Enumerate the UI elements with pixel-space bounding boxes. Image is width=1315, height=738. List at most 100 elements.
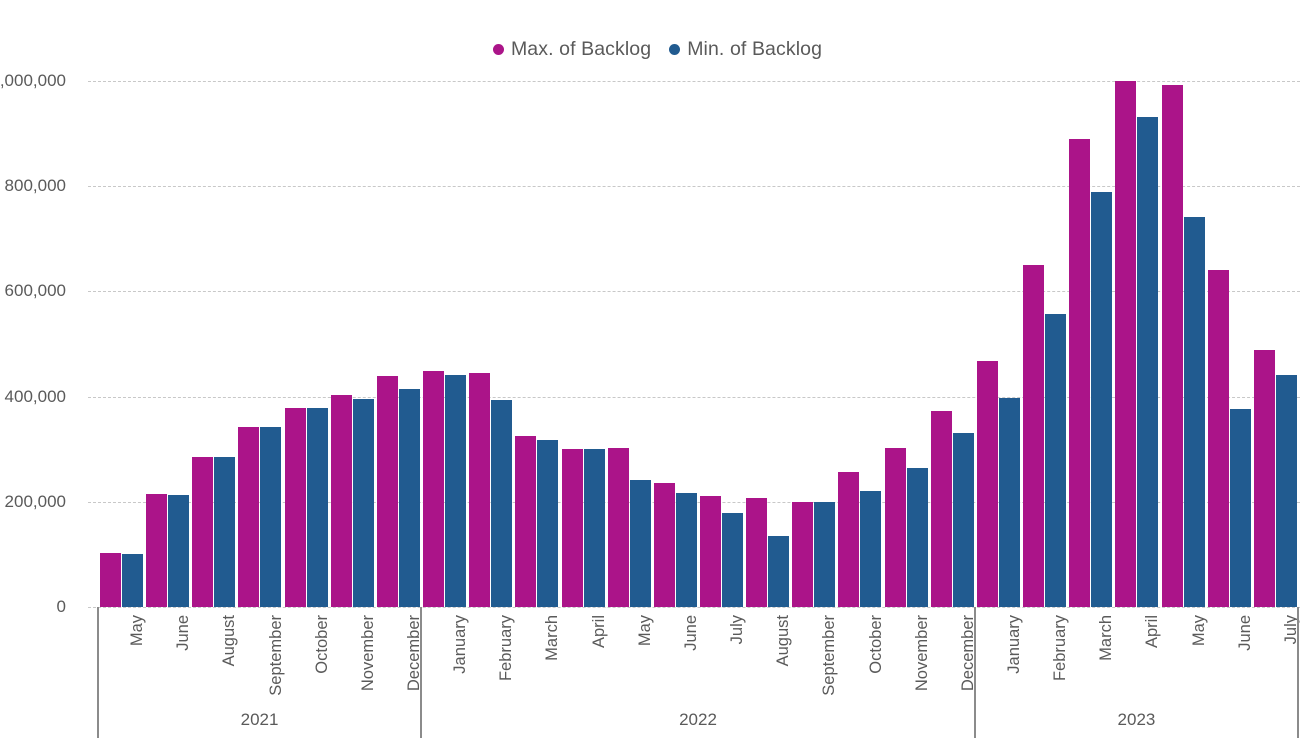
bar-group <box>560 81 606 607</box>
bar-min[interactable] <box>675 492 697 607</box>
bar-group <box>1206 81 1252 607</box>
x-axis-month-label: May <box>128 615 147 647</box>
bar-max[interactable] <box>192 457 214 607</box>
bar-group <box>421 81 467 607</box>
bar-group <box>467 81 513 607</box>
x-axis-month-label: January <box>1005 615 1023 674</box>
x-axis-month-label: October <box>312 615 331 674</box>
x-axis-month-label: May <box>1189 615 1208 647</box>
gridline <box>88 396 1300 398</box>
bar-max[interactable] <box>1253 349 1275 607</box>
bar-group <box>283 81 329 607</box>
bar-group <box>698 81 744 607</box>
bar-max[interactable] <box>376 375 398 607</box>
legend-swatch-icon <box>669 43 681 55</box>
chart-legend: Max. of Backlog Min. of Backlog <box>0 33 1315 65</box>
bar-group <box>790 81 836 607</box>
bar-max[interactable] <box>469 372 491 607</box>
bar-min[interactable] <box>1275 374 1297 607</box>
bar-min[interactable] <box>768 536 790 607</box>
x-axis-month-label: September <box>820 615 839 696</box>
x-axis-month-label: November <box>358 615 377 692</box>
x-axis-month-label: March <box>1097 615 1116 661</box>
bar-group <box>513 81 559 607</box>
bar-group <box>606 81 652 607</box>
bar-min[interactable] <box>1045 313 1067 607</box>
x-axis-year-label: 2023 <box>1117 710 1156 729</box>
bar-max[interactable] <box>515 436 537 607</box>
bar-min[interactable] <box>214 457 236 607</box>
bar-max[interactable] <box>930 410 952 607</box>
bar-max[interactable] <box>423 371 445 607</box>
bar-group <box>1252 81 1298 607</box>
gridline <box>88 291 1300 293</box>
year-separator <box>1297 607 1299 738</box>
x-axis-month-label: April <box>1143 615 1162 649</box>
legend-item-min[interactable]: Min. of Backlog <box>669 38 822 61</box>
bar-max[interactable] <box>100 552 121 607</box>
bar-min[interactable] <box>998 398 1020 607</box>
bar-max[interactable] <box>561 448 583 607</box>
bar-max[interactable] <box>1069 138 1091 607</box>
bar-min[interactable] <box>1091 192 1113 607</box>
bar-max[interactable] <box>792 501 814 607</box>
x-axis-month-label: June <box>681 615 700 651</box>
bar-group <box>1113 81 1159 607</box>
bar-max[interactable] <box>284 408 306 607</box>
bar-min[interactable] <box>491 400 513 607</box>
bar-max[interactable] <box>1115 81 1137 607</box>
bar-max[interactable] <box>700 496 721 607</box>
bar-max[interactable] <box>653 482 675 607</box>
bar-min[interactable] <box>1137 117 1159 607</box>
bar-max[interactable] <box>1161 84 1183 607</box>
bar-max[interactable] <box>146 494 168 607</box>
bar-min[interactable] <box>583 449 605 607</box>
bar-max[interactable] <box>1207 269 1229 607</box>
bar-min[interactable] <box>722 513 743 607</box>
bar-min[interactable] <box>122 553 143 607</box>
legend-label: Max. of Backlog <box>510 37 652 60</box>
bar-max[interactable] <box>976 360 998 607</box>
bar-max[interactable] <box>238 427 260 607</box>
bar-min[interactable] <box>906 468 928 607</box>
bar-min[interactable] <box>952 432 974 607</box>
bar-max[interactable] <box>1023 265 1045 607</box>
x-axis-month-label: October <box>866 615 885 674</box>
x-axis-month-label: June <box>174 615 193 651</box>
bar-max[interactable] <box>330 394 352 607</box>
bar-min[interactable] <box>398 389 420 607</box>
gridline <box>88 186 1300 188</box>
x-axis-month-label: September <box>266 615 285 696</box>
bar-min[interactable] <box>814 501 836 607</box>
bar-min[interactable] <box>260 427 282 607</box>
bar-min[interactable] <box>1229 409 1251 607</box>
bar-min[interactable] <box>352 398 374 607</box>
bar-min[interactable] <box>537 440 559 607</box>
bar-max[interactable] <box>607 448 629 607</box>
bar-group <box>1160 81 1206 607</box>
bar-min[interactable] <box>445 375 467 607</box>
y-axis-tick-label: 600,000 <box>4 281 66 301</box>
plot-area: 0 200,000 400,000 600,000 800,000 1,000,000 <box>0 71 1300 616</box>
x-axis-year-label: 2022 <box>679 710 717 729</box>
y-axis-tick-label: 800,000 <box>4 176 66 196</box>
bar-max[interactable] <box>746 497 768 607</box>
y-axis-tick-label: 0 <box>56 597 66 616</box>
x-axis-month-label: June <box>1235 615 1254 651</box>
bar-min[interactable] <box>168 494 190 607</box>
bar-group <box>98 81 144 607</box>
x-axis-month-label: July <box>728 615 747 645</box>
bar-min[interactable] <box>1183 217 1205 607</box>
bar-group <box>836 81 882 607</box>
bar-min[interactable] <box>306 408 328 607</box>
bar-max[interactable] <box>884 447 906 607</box>
legend-swatch-icon <box>492 43 504 55</box>
bar-group <box>975 81 1021 607</box>
bar-max[interactable] <box>838 471 860 607</box>
bar-min[interactable] <box>860 491 882 607</box>
x-axis-month-label: February <box>1051 615 1070 682</box>
legend-item-max[interactable]: Max. of Backlog <box>492 37 652 61</box>
bar-min[interactable] <box>629 479 651 607</box>
bar-group <box>1067 81 1113 607</box>
gridline <box>88 81 1300 82</box>
